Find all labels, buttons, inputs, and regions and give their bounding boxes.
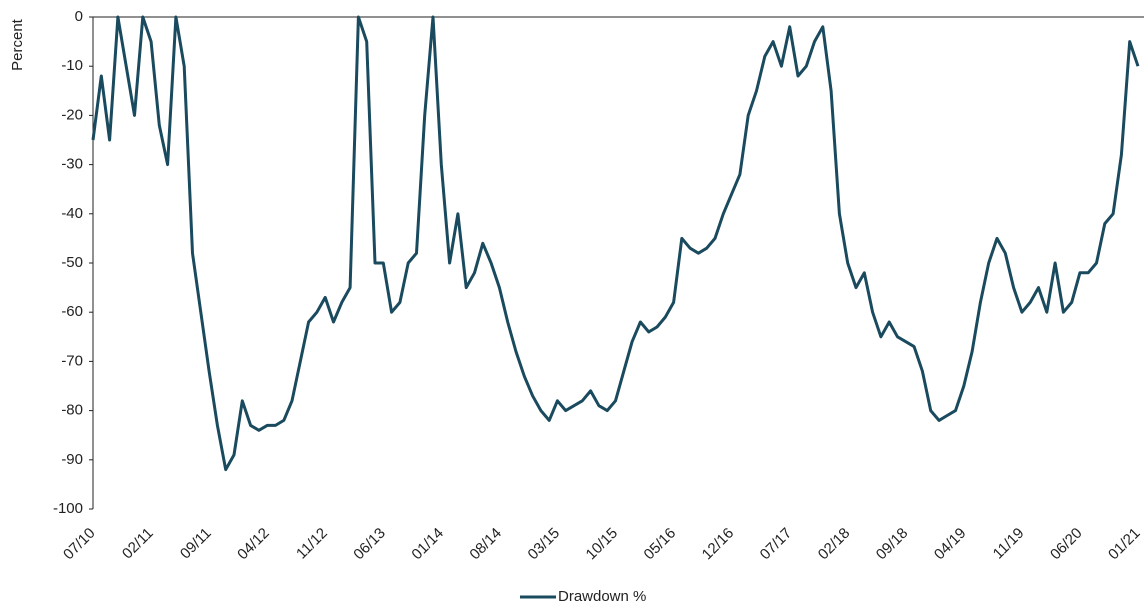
legend-label: Drawdown % bbox=[558, 588, 646, 605]
x-tick-label: 06/20 bbox=[1047, 525, 1086, 564]
y-tick-label: -80 bbox=[61, 402, 83, 419]
y-axis-label: Percent bbox=[9, 18, 26, 71]
x-tick-label: 09/18 bbox=[873, 525, 912, 564]
x-tick-label: 02/11 bbox=[119, 525, 157, 563]
x-tick-label: 08/14 bbox=[466, 525, 505, 564]
y-tick-label: -40 bbox=[61, 205, 83, 222]
y-tick-label: 0 bbox=[75, 8, 83, 25]
x-tick-label: 07/17 bbox=[757, 525, 796, 564]
x-tick-label: 07/10 bbox=[60, 525, 99, 564]
x-tick-label: 10/15 bbox=[583, 525, 622, 564]
x-tick-label: 05/16 bbox=[641, 525, 680, 564]
x-tick-label: 11/19 bbox=[990, 525, 1028, 563]
x-tick-label: 01/21 bbox=[1105, 525, 1144, 564]
x-tick-label: 02/18 bbox=[815, 525, 854, 564]
y-tick-label: -50 bbox=[61, 254, 83, 271]
x-tick-label: 04/12 bbox=[234, 525, 273, 564]
y-tick-label: -70 bbox=[61, 352, 83, 369]
x-tick-label: 12/16 bbox=[699, 525, 738, 564]
x-tick-label: 01/14 bbox=[408, 525, 447, 564]
x-tick-label: 03/15 bbox=[525, 525, 564, 564]
y-tick-label: -90 bbox=[61, 451, 83, 468]
x-tick-label: 06/13 bbox=[350, 525, 389, 564]
line bbox=[91, 15, 1140, 472]
x-tick-label: 11/12 bbox=[293, 525, 331, 563]
y-tick-label: -100 bbox=[53, 500, 83, 517]
x-tick-label: 09/11 bbox=[177, 525, 215, 563]
y-tick-label: -60 bbox=[61, 303, 83, 320]
y-tick-label: -30 bbox=[61, 156, 83, 173]
x-tick-label: 04/19 bbox=[931, 525, 970, 564]
y-tick-label: -20 bbox=[61, 106, 83, 123]
y-tick-label: -10 bbox=[61, 57, 83, 74]
